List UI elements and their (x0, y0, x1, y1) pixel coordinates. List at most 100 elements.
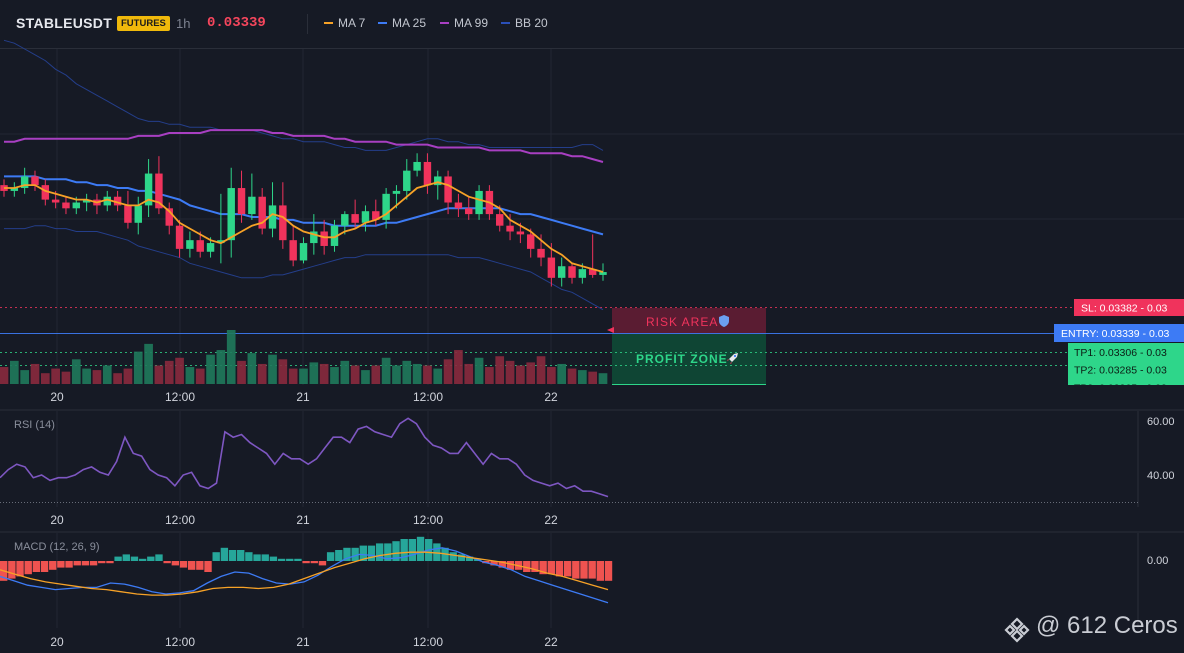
tp1-tag[interactable]: TP1: 0.03306 - 0.03 (1068, 343, 1184, 361)
macd-hist-bar (555, 561, 564, 577)
ma25-line (4, 175, 604, 236)
candle-body (434, 176, 442, 186)
volume-bar (237, 360, 246, 384)
macd-hist-bar (449, 552, 457, 561)
candle-body (31, 176, 39, 186)
macd-hist-bar (359, 545, 367, 561)
macd-hist-bar (392, 541, 400, 561)
macd-tick-0: 0.00 (1147, 555, 1168, 567)
macd-hist-bar (400, 539, 408, 561)
ma7-swatch (324, 21, 333, 24)
x-axis-macd: 20 12:00 21 12:00 22 (50, 635, 558, 649)
volume-bar (133, 351, 143, 384)
volume-bar (309, 362, 319, 384)
macd-hist-bar (253, 554, 261, 561)
macd-hist-bar (277, 558, 286, 561)
last-price-marker (607, 327, 614, 333)
legend-bb20[interactable]: BB 20 (501, 16, 548, 30)
macd-hist-bar (24, 561, 32, 575)
macd-hist-bar (138, 558, 147, 561)
symbol-name[interactable]: STABLEUSDT (16, 15, 113, 31)
x-tick: 21 (296, 513, 310, 527)
candle-body (113, 196, 122, 206)
macd-signal-line (0, 551, 609, 596)
macd-hist-bar (32, 561, 41, 572)
candle-body (454, 202, 463, 209)
tp3-tag[interactable]: TP3: 0.03265 - 0.03 (1068, 379, 1184, 395)
volume-bar (516, 365, 525, 384)
volume-bar (51, 368, 60, 384)
candle-body (72, 202, 81, 209)
macd-hist-bar (212, 552, 220, 561)
macd-hist-bar (572, 561, 580, 579)
risk-zone (612, 308, 766, 334)
candle-body (206, 243, 215, 252)
macd-line (0, 547, 609, 604)
entry-tag[interactable]: ENTRY: 0.03339 - 0.03 (1054, 324, 1184, 342)
binance-logo-icon (1004, 617, 1030, 643)
candle-body (227, 188, 235, 241)
futures-badge: FUTURES (117, 16, 170, 31)
volume-bar (71, 359, 81, 384)
candle-body (475, 190, 483, 215)
volume-bar (154, 365, 164, 384)
macd-hist-bar (155, 554, 163, 561)
rsi-tick-40: 40.00 (1147, 470, 1175, 482)
legend-ma7[interactable]: MA 7 (324, 16, 365, 30)
ma99-line (4, 129, 604, 163)
candle-body (382, 193, 390, 220)
volume-bar (268, 354, 277, 384)
sl-tag[interactable]: SL: 0.03382 - 0.03 (1074, 299, 1184, 316)
volume-bar (319, 363, 329, 384)
bb-upper-line (3, 39, 604, 151)
macd-hist-bar (269, 556, 278, 561)
x-tick: 20 (50, 635, 64, 649)
candle-body (124, 205, 132, 223)
macd-hist-bar (433, 543, 441, 561)
timeframe-selector[interactable]: 1h (176, 16, 191, 31)
volume-bar (567, 368, 577, 384)
macd-hist-bar (384, 543, 392, 561)
macd-hist-bar (8, 561, 16, 579)
candle-body (62, 202, 70, 209)
macd-hist-bar (40, 561, 49, 572)
x-tick: 21 (296, 390, 310, 404)
x-tick: 22 (544, 513, 558, 527)
tp2-tag-text: TP2: 0.03285 - 0.03 (1074, 365, 1167, 377)
candle-body (165, 208, 173, 226)
macd-hist-bar (563, 561, 572, 577)
candle-body (465, 208, 473, 215)
macd-hist-bar (81, 561, 90, 566)
macd-hist-bar (89, 561, 98, 566)
candle-body (186, 240, 194, 249)
volume-bar (536, 356, 546, 384)
macd-hist-bar (506, 561, 515, 570)
candle-body (588, 269, 597, 275)
macd-hist-bar (302, 561, 310, 564)
volume-bar (9, 360, 19, 384)
volume-bar (485, 367, 494, 384)
candle-body (82, 199, 91, 203)
tp2-tag[interactable]: TP2: 0.03285 - 0.03 (1068, 361, 1184, 379)
legend-ma7-label: MA 7 (338, 16, 366, 30)
volume-bar (505, 360, 515, 384)
candle-body (516, 231, 525, 235)
legend-ma25[interactable]: MA 25 (378, 16, 426, 30)
x-tick: 12:00 (165, 390, 195, 404)
candle-body (310, 231, 318, 244)
candle-body (10, 188, 19, 191)
legend-ma99[interactable]: MA 99 (440, 16, 488, 30)
candle-body (51, 199, 60, 203)
macd-label: MACD (12, 26, 9) (14, 541, 100, 553)
ma99-swatch (440, 21, 449, 24)
volume-bar (288, 368, 298, 384)
candle-body (248, 196, 256, 215)
candle-body (568, 266, 576, 278)
macd-hist-bar (179, 561, 188, 568)
candle-body (103, 196, 111, 206)
volume-bar (195, 368, 205, 384)
candle-body (526, 234, 535, 249)
volume-bar (61, 371, 71, 384)
volume-bar (340, 360, 350, 384)
